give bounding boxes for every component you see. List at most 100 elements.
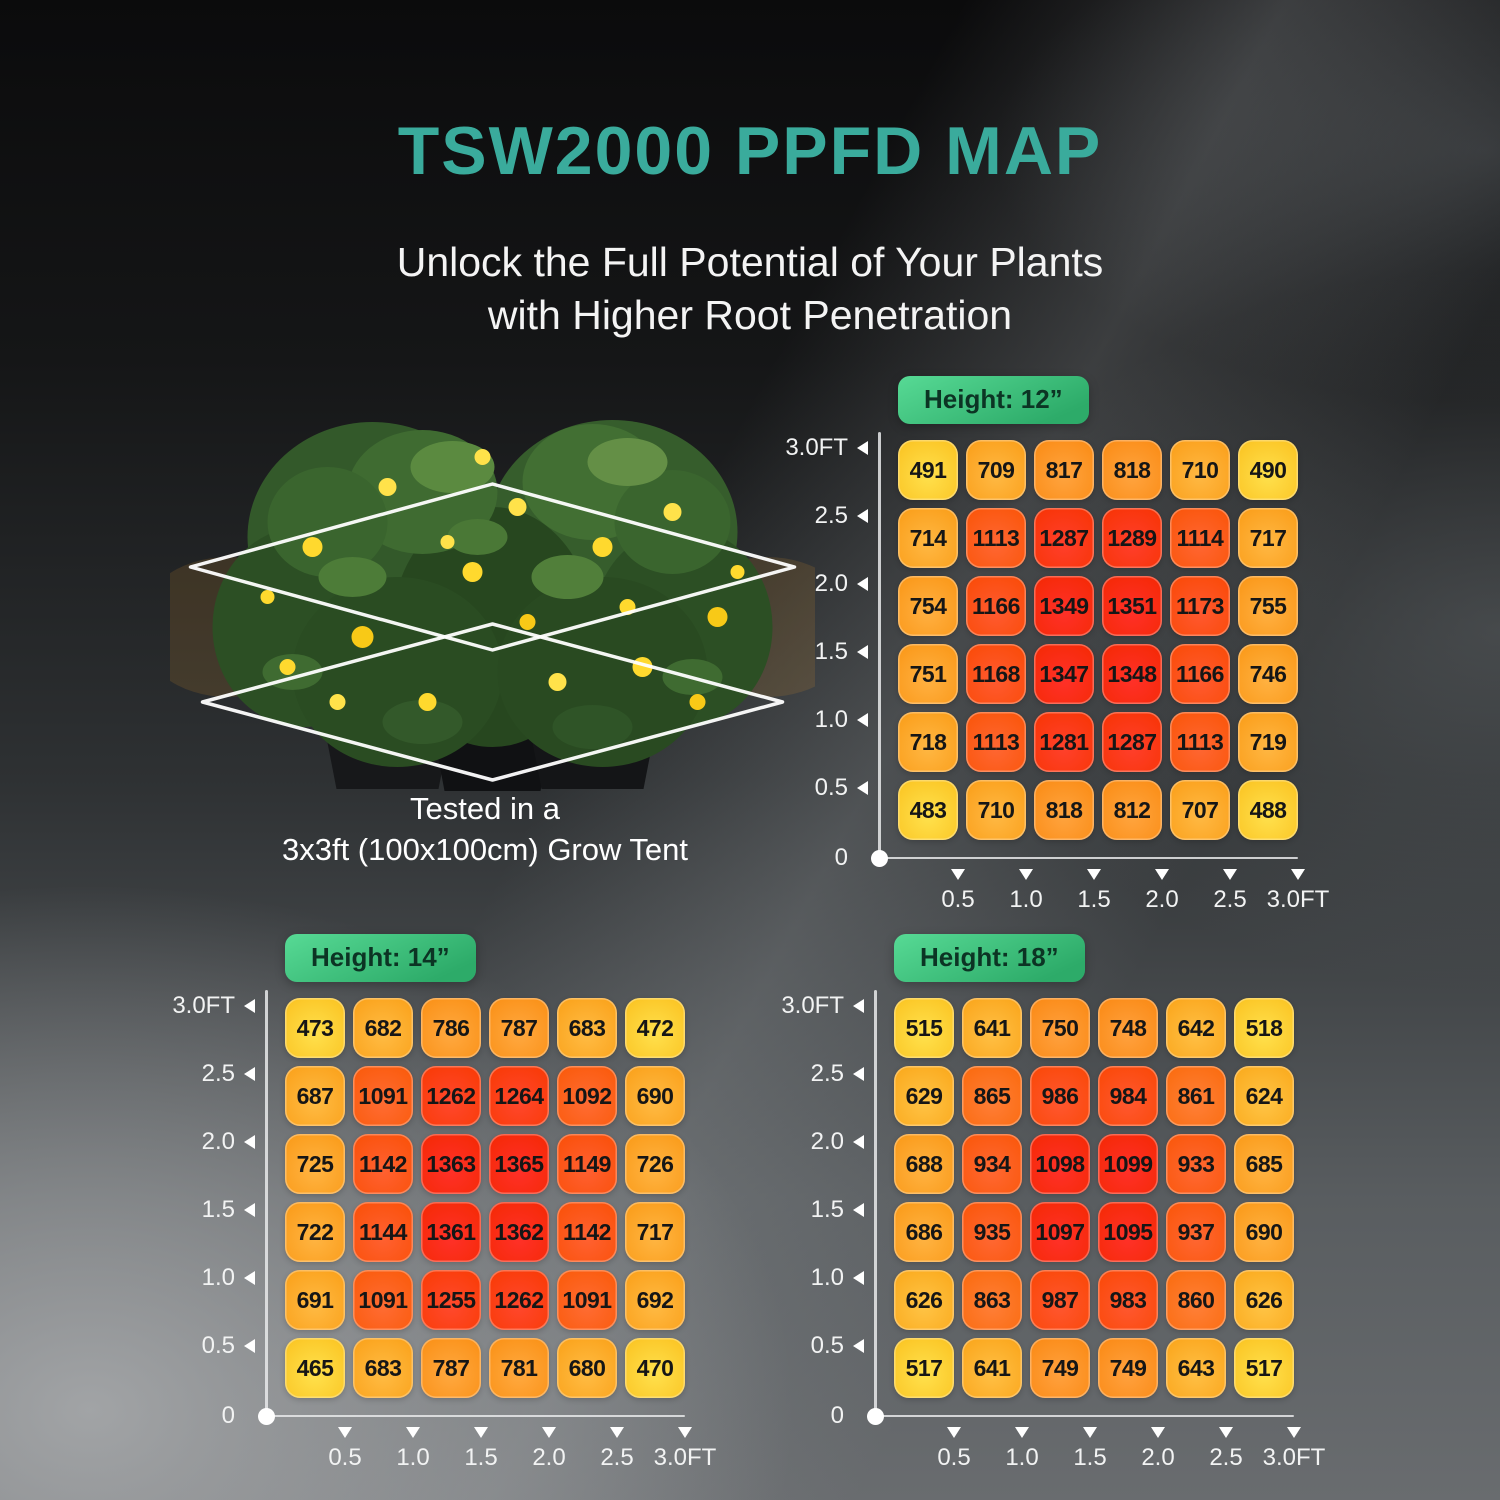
ppfd-cell: 933: [1166, 1134, 1226, 1194]
y-tick-icon: [853, 1135, 864, 1149]
x-axis-label: 2.0: [532, 1444, 566, 1471]
ppfd-cell: 863: [962, 1270, 1022, 1330]
ppfd-cell: 709: [966, 440, 1026, 500]
ppfd-cell: 1262: [489, 1270, 549, 1330]
ppfd-cell: 718: [898, 712, 958, 772]
x-tick-icon: [1019, 869, 1033, 880]
y-axis-label: 0.5: [810, 1332, 844, 1359]
y-axis-label: 1.0: [814, 706, 848, 733]
y-tick-icon: [853, 1339, 864, 1353]
x-tick-icon: [338, 1427, 352, 1438]
origin-dot: [870, 849, 888, 867]
x-tick-icon: [1155, 869, 1169, 880]
ppfd-cell: 1173: [1170, 576, 1230, 636]
y-axis-label: 0: [830, 1402, 844, 1429]
ppfd-cell: 1092: [557, 1066, 617, 1126]
y-tick-icon: [853, 999, 864, 1013]
ppfd-cell: 719: [1238, 712, 1298, 772]
x-axis-label: 2.0: [1141, 1444, 1175, 1471]
ppfd-cell: 754: [898, 576, 958, 636]
ppfd-cell: 1095: [1098, 1202, 1158, 1262]
ppfd-cell: 725: [285, 1134, 345, 1194]
x-axis-label: 0.5: [328, 1444, 362, 1471]
tent-caption-line-1: Tested in a: [410, 791, 560, 826]
height-badge-14: Height: 14”: [285, 934, 476, 982]
ppfd-cell: 860: [1166, 1270, 1226, 1330]
ppfd-cell: 692: [625, 1270, 685, 1330]
ppfd-cell: 707: [1170, 780, 1230, 840]
ppfd-cell: 1114: [1170, 508, 1230, 568]
ppfd-cell: 1365: [489, 1134, 549, 1194]
ppfd-cell: 812: [1102, 780, 1162, 840]
y-axis-line: [874, 990, 877, 1418]
y-tick-icon: [857, 577, 868, 591]
ppfd-cell: 1166: [1170, 644, 1230, 704]
x-axis-line: [878, 856, 1298, 859]
y-axis-label: 1.0: [201, 1264, 235, 1291]
y-tick-icon: [857, 441, 868, 455]
x-axis-label: 3.0FT: [653, 1444, 717, 1471]
ppfd-cell: 818: [1102, 440, 1162, 500]
ppfd-cell: 717: [625, 1202, 685, 1262]
y-tick-icon: [857, 645, 868, 659]
ppfd-cell: 629: [894, 1066, 954, 1126]
ppfd-cell: 865: [962, 1066, 1022, 1126]
y-tick-icon: [244, 1339, 255, 1353]
ppfd-cell: 517: [1234, 1338, 1294, 1398]
ppfd-cell: 687: [285, 1066, 345, 1126]
ppfd-cell: 787: [489, 998, 549, 1058]
x-axis-label: 0.5: [937, 1444, 971, 1471]
ppfd-cell: 641: [962, 998, 1022, 1058]
x-tick-icon: [1219, 1427, 1233, 1438]
ppfd-cell: 755: [1238, 576, 1298, 636]
y-axis-label: 0.5: [814, 774, 848, 801]
ppfd-heatmap-14: 3.0FT 2.5 2.0 1.5 1.0 0.5 0 0.5 1.0 1.5 2.0 2.5 3.0F…: [172, 990, 716, 1471]
y-axis-label: 2.5: [814, 502, 848, 529]
ppfd-cell: 472: [625, 998, 685, 1058]
y-axis-label: 2.5: [810, 1060, 844, 1087]
y-axis-label: 2.0: [201, 1128, 235, 1155]
height-badge-12: Height: 12”: [898, 376, 1089, 424]
ppfd-cell: 626: [894, 1270, 954, 1330]
ppfd-cell: 1281: [1034, 712, 1094, 772]
y-tick-icon: [857, 781, 868, 795]
x-axis-label: 2.5: [1213, 886, 1247, 913]
y-axis-label: 0: [221, 1402, 235, 1429]
ppfd-cell: 488: [1238, 780, 1298, 840]
ppfd-cell: 984: [1098, 1066, 1158, 1126]
ppfd-cell: 641: [962, 1338, 1022, 1398]
x-axis-label: 3.0FT: [1262, 1444, 1326, 1471]
ppfd-cell: 1166: [966, 576, 1026, 636]
ppfd-cell: 934: [962, 1134, 1022, 1194]
y-axis-line: [878, 432, 881, 860]
ppfd-cell: 1149: [557, 1134, 617, 1194]
ppfd-cell: 935: [962, 1202, 1022, 1262]
y-axis-label: 1.5: [201, 1196, 235, 1223]
footprint-diamond-icon: [188, 482, 797, 782]
ppfd-cell: 470: [625, 1338, 685, 1398]
y-axis-label: 1.5: [814, 638, 848, 665]
ppfd-cell: 691: [285, 1270, 345, 1330]
ppfd-cell: 465: [285, 1338, 345, 1398]
ppfd-cell: 714: [898, 508, 958, 568]
x-tick-icon: [1287, 1427, 1301, 1438]
x-tick-icon: [1083, 1427, 1097, 1438]
ppfd-cell: 749: [1030, 1338, 1090, 1398]
x-tick-icon: [406, 1427, 420, 1438]
ppfd-cell: 683: [353, 1338, 413, 1398]
y-tick-icon: [857, 713, 868, 727]
ppfd-cell: 1287: [1034, 508, 1094, 568]
ppfd-cell: 1113: [966, 508, 1026, 568]
y-tick-icon: [244, 1271, 255, 1285]
ppfd-cell: 1099: [1098, 1134, 1158, 1194]
x-axis-label: 1.5: [1073, 1444, 1107, 1471]
ppfd-cell: 483: [898, 780, 958, 840]
x-tick-icon: [610, 1427, 624, 1438]
ppfd-cell: 1362: [489, 1202, 549, 1262]
y-tick-icon: [244, 1067, 255, 1081]
subtitle-line-1: Unlock the Full Potential of Your Plants: [396, 239, 1104, 285]
ppfd-cell: 861: [1166, 1066, 1226, 1126]
x-axis-label: 1.5: [1077, 886, 1111, 913]
y-axis-label: 0.5: [201, 1332, 235, 1359]
